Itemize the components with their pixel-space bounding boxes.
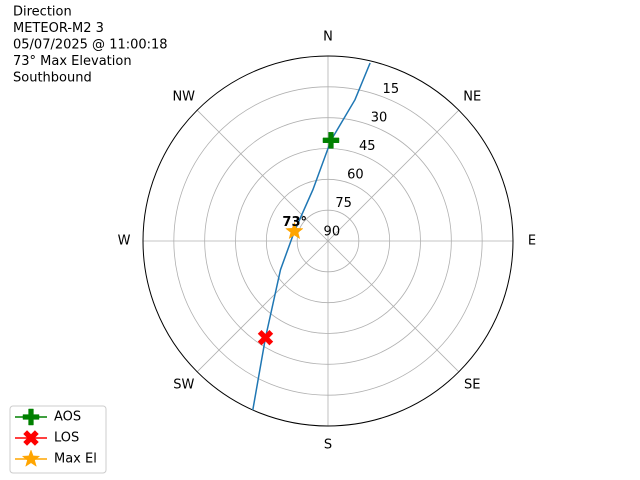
marker xyxy=(257,329,274,346)
legend-marker xyxy=(21,449,41,467)
legend-label: LOS xyxy=(54,431,79,446)
theta-tick-label: NE xyxy=(463,89,481,104)
theta-tick-label: SE xyxy=(464,378,480,393)
r-tick-label: 30 xyxy=(371,110,388,125)
title-line: Direction xyxy=(13,5,72,20)
r-tick-label: 75 xyxy=(335,196,352,211)
legend-label: Max El xyxy=(54,452,97,467)
theta-tick-label: E xyxy=(528,234,536,249)
grid-spoke xyxy=(196,240,329,373)
theta-tick-label: S xyxy=(324,438,332,453)
r-tick-label: 15 xyxy=(383,82,400,97)
theta-tick-label: SW xyxy=(173,378,194,393)
legend: AOS LOS Max El xyxy=(9,405,107,474)
theta-tick-label: W xyxy=(118,234,131,249)
grid-spoke xyxy=(327,109,460,242)
r-tick-label: 60 xyxy=(347,167,364,182)
grid-spoke xyxy=(327,240,460,373)
theta-tick-label: NW xyxy=(172,89,195,104)
r-tick-label: 45 xyxy=(359,139,376,154)
legend-label: AOS xyxy=(54,410,81,425)
title-line: Southbound xyxy=(13,71,92,86)
theta-tick-label: N xyxy=(323,30,333,45)
legend-marker xyxy=(23,430,39,446)
grid-spoke xyxy=(196,109,329,242)
r-tick-label: 90 xyxy=(324,224,341,239)
track-line xyxy=(252,62,371,411)
marker xyxy=(285,221,304,240)
marker xyxy=(322,132,340,149)
title-line: 73° Max Elevation xyxy=(13,54,132,69)
polar-spine xyxy=(142,55,514,427)
legend-marker xyxy=(22,408,40,426)
title-line: 05/07/2025 @ 11:00:18 xyxy=(13,38,168,53)
title-line: METEOR-M2 3 xyxy=(13,21,104,36)
value-label: 73° xyxy=(282,215,307,230)
